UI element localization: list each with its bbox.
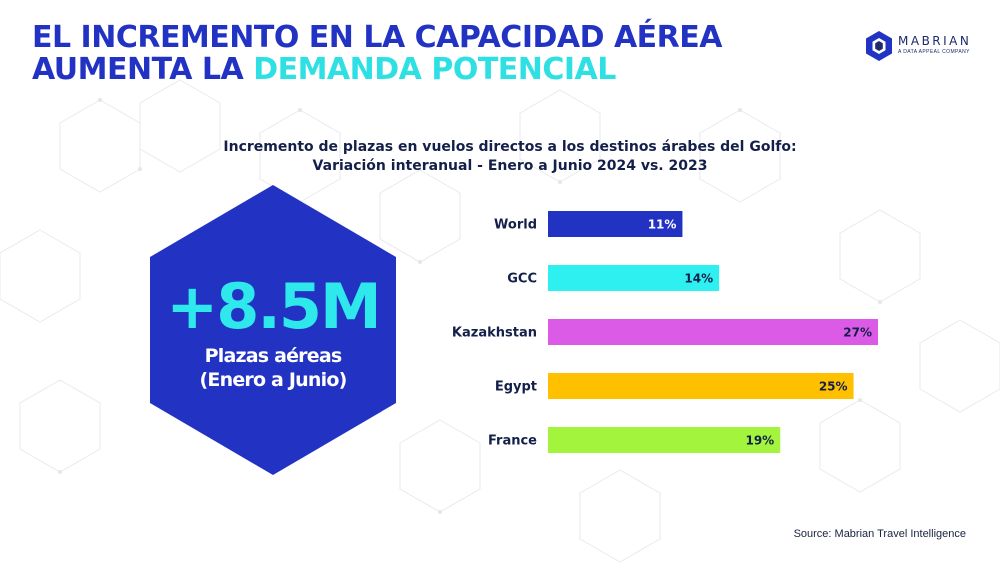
logo-wordmark: MABRIAN xyxy=(898,34,972,48)
chart-title: Incremento de plazas en vuelos directos … xyxy=(200,138,820,176)
source-note: Source: Mabrian Travel Intelligence xyxy=(793,528,966,540)
page-headline: EL INCREMENTO EN LA CAPACIDAD AÉREA AUME… xyxy=(32,22,722,86)
headline-line-2-highlight: DEMANDA POTENCIAL xyxy=(253,52,616,87)
highlight-caption-line-2: (Enero a Junio) xyxy=(199,369,348,391)
bar-egypt xyxy=(548,373,854,399)
highlight-hexagon xyxy=(150,185,396,475)
bar-chart: World 11% GCC 14% Kazakhstan 27% Egypt 25% Franc… xyxy=(452,211,878,453)
category-label: Kazakhstan xyxy=(452,326,537,341)
headline-line-2-part-1: AUMENTA LA xyxy=(32,52,254,87)
bar-value-label: 19% xyxy=(745,434,774,448)
hexagon-logo-icon xyxy=(866,31,892,61)
category-label: World xyxy=(494,218,537,233)
highlight-value: +8.5M xyxy=(166,270,381,343)
category-label: GCC xyxy=(507,272,537,287)
highlight-caption: Plazas aéreas (Enero a Junio) xyxy=(150,344,396,392)
chart-title-line-2: Variación interanual - Enero a Junio 202… xyxy=(312,158,708,174)
brand-logo: MABRIAN A DATA APPEAL COMPANY xyxy=(864,30,974,64)
bar-world xyxy=(548,211,683,237)
bar-france xyxy=(548,427,781,453)
bar-value-label: 14% xyxy=(684,272,713,286)
logo-tagline: A DATA APPEAL COMPANY xyxy=(898,49,970,55)
bar-kazakhstan xyxy=(548,319,878,345)
headline-line-1: EL INCREMENTO EN LA CAPACIDAD AÉREA xyxy=(32,20,722,55)
bar-value-label: 11% xyxy=(648,218,677,232)
bar-gcc xyxy=(548,265,720,291)
bar-value-label: 25% xyxy=(819,380,848,394)
category-label: Egypt xyxy=(495,380,537,395)
category-label: France xyxy=(488,434,537,449)
chart-title-line-1: Incremento de plazas en vuelos directos … xyxy=(223,139,797,155)
bar-value-label: 27% xyxy=(843,326,872,340)
highlight-caption-line-1: Plazas aéreas xyxy=(204,345,343,367)
